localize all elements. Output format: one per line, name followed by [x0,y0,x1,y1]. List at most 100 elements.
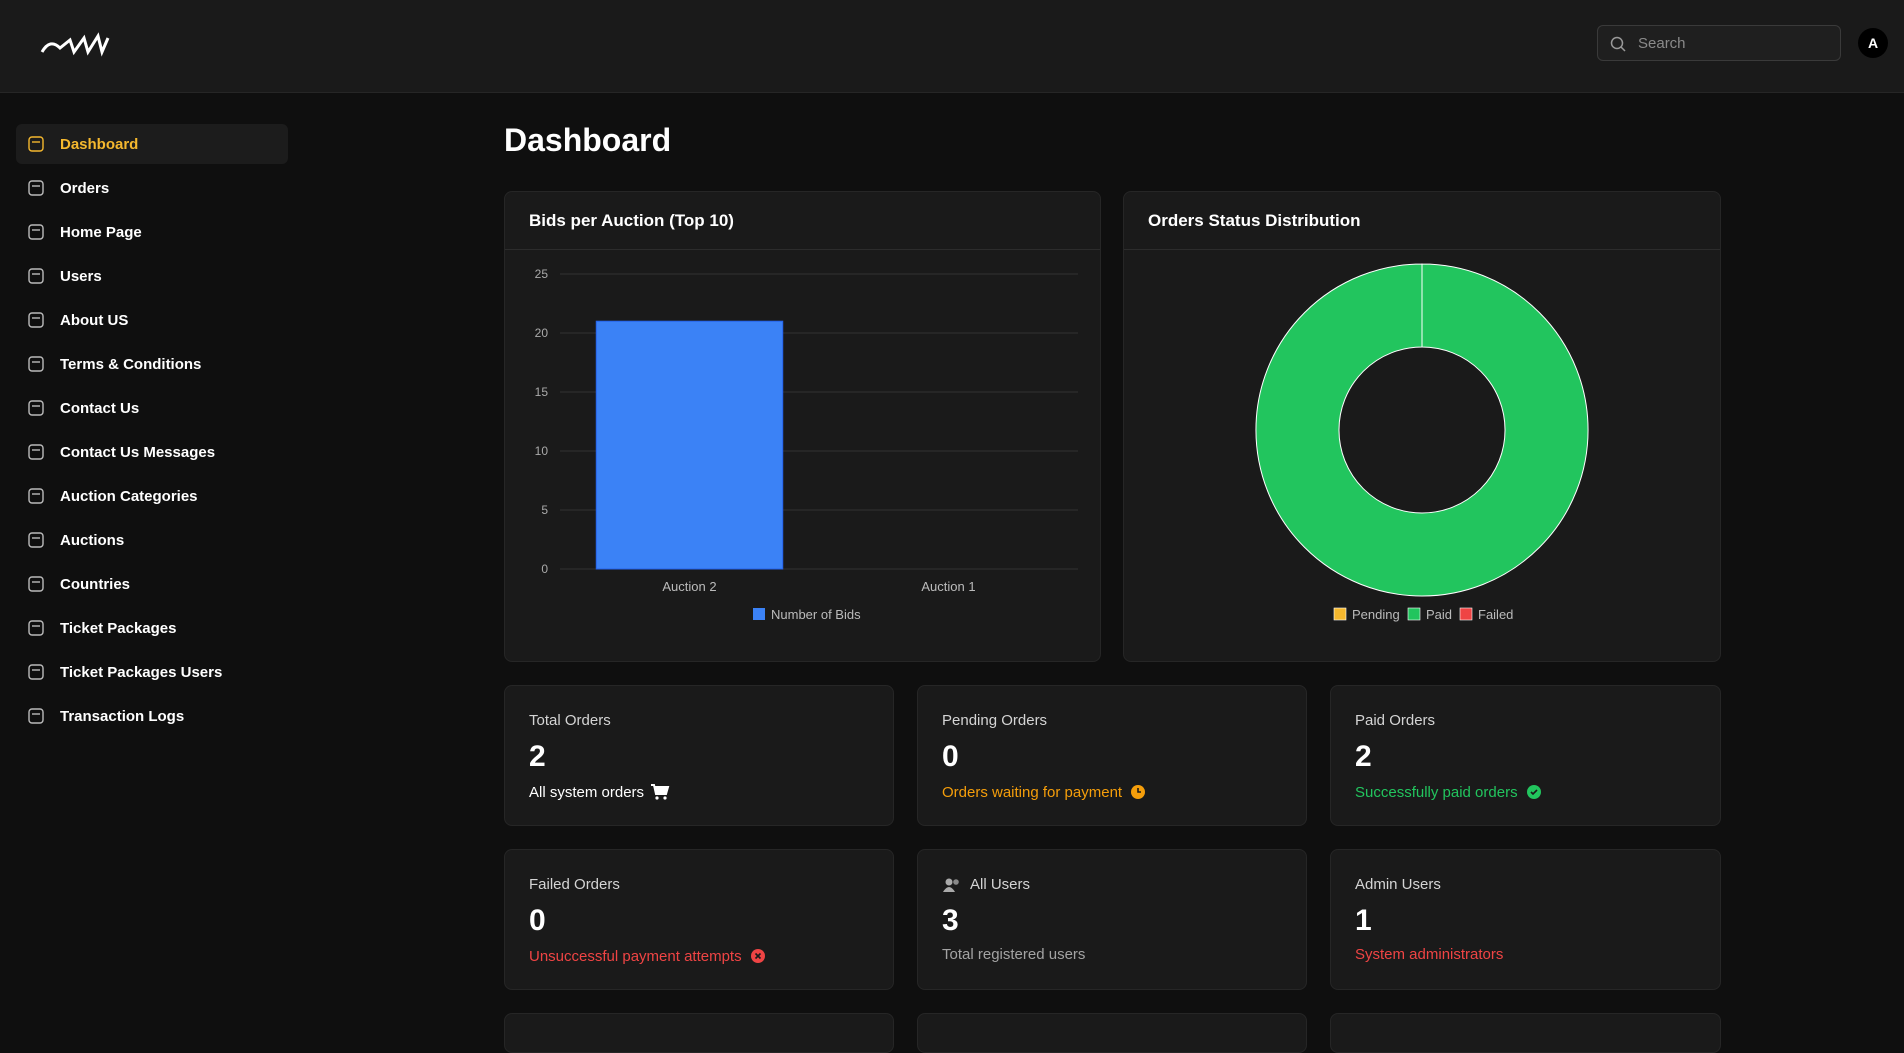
icon-shape [28,268,44,284]
icon [750,949,765,963]
icon-shape [28,708,44,724]
header: Search A [0,0,1904,93]
stat-value: 0 [529,904,546,937]
nav-item[interactable]: Terms & Conditions [16,344,288,384]
stat-label: Paid Orders [1355,712,1435,729]
icon-shape [953,878,959,885]
legend-label: Number of Bids [771,607,861,622]
nav-label: Users [60,267,102,285]
stat-note-text: Total registered users [942,946,1086,963]
icon [28,444,44,460]
sidebar: Dashboard Orders Home Page Users About US Ter… [16,124,288,740]
icon-shape [945,878,953,885]
icon [1131,785,1146,799]
icon-shape [28,620,44,636]
icon-shape [28,664,44,680]
chart-title: Orders Status Distribution [1124,192,1720,250]
nav-item[interactable]: Ticket Packages [16,608,288,648]
search-icon [1610,36,1626,52]
nav-item[interactable]: Ticket Packages Users [16,652,288,692]
nav-label: Countries [60,575,131,593]
stat-note-text: Successfully paid orders [1355,783,1518,801]
icon [28,532,44,548]
x-tick-label: Auction 2 [662,579,716,594]
stat-label-text: All Users [970,876,1031,893]
stat-note: Successfully paid orders [1355,782,1544,802]
icon [28,312,44,328]
icon-shape [28,356,44,372]
nav-label: Terms & Conditions [60,355,202,373]
avatar[interactable]: A [1858,28,1888,58]
legend-swatch [1407,607,1421,621]
stat-value: 2 [1355,740,1372,773]
stat-label: Admin Users [1355,876,1441,893]
legend-swatch [1459,607,1473,621]
nav-item[interactable]: Home Page [16,212,288,252]
stat-label-text: Paid Orders [1355,712,1436,729]
stat-note: Total registered users [942,946,1085,963]
stat-value: 1 [1355,904,1372,937]
chart-card: Orders Status Distribution Pending Paid Fa… [1123,191,1721,662]
stat-label: All Users [942,876,1030,893]
icon [28,356,44,372]
nav-item[interactable]: Contact Us [16,388,288,428]
nav-item[interactable]: Auctions [16,520,288,560]
nav-item[interactable]: Orders [16,168,288,208]
stat-note: All system orders [529,782,670,802]
page-title: Dashboard [504,122,672,158]
stat-label: Pending Orders [942,712,1047,729]
stat-note-text: Orders waiting for payment [942,783,1123,801]
icon-shape [1530,789,1538,796]
search-box[interactable]: Search [1597,25,1841,61]
bar-chart: 0 5 10 15 20 25 Auction 2 Auction 1 Number of Bi… [535,267,1078,622]
chart-title: Bids per Auction (Top 10) [505,192,1100,250]
legend-swatch [753,608,765,620]
nav-item[interactable]: Transaction Logs [16,696,288,736]
icon-shape [28,224,44,240]
nav-item[interactable]: Dashboard [16,124,288,164]
bar [595,320,784,570]
chart-card: Bids per Auction (Top 10) 0 5 10 15 20 25 Auct… [504,191,1101,662]
icon [28,664,44,680]
icon [28,136,44,152]
stat-card: Pending Orders 0 Orders waiting for paymen… [917,685,1307,826]
icon-shape [655,796,659,800]
nav-label: Contact Us [60,399,140,417]
icon [28,488,44,504]
stat-card: Admin Users 1 System administrators [1330,849,1721,990]
icon-shape [28,532,44,548]
y-tick-label: 25 [535,267,549,281]
legend-label: Paid [1426,607,1452,622]
nav-label: Transaction Logs [60,707,185,725]
stat-card: All Users 3 Total registered users [917,849,1307,990]
icon-shape [663,796,667,800]
card [917,1013,1307,1053]
stat-note-text: All system orders [529,783,645,801]
doughnut-segment [1255,263,1589,597]
icon [28,400,44,416]
icon-shape [28,180,44,196]
stat-label: Total Orders [529,712,611,729]
nav-item[interactable]: Auction Categories [16,476,288,516]
icon-shape [1137,788,1142,793]
nav-label: Auction Categories [60,487,198,505]
stat-label: Failed Orders [529,876,620,893]
stat-note-text: System administrators [1355,946,1504,963]
icon [28,180,44,196]
icon-shape [651,784,670,795]
icon-shape [28,444,44,460]
stat-note: System administrators [1355,946,1503,963]
icon [28,576,44,592]
stat-note-text: Unsuccessful payment attempts [529,947,742,965]
nav-item[interactable]: About US [16,300,288,340]
nav-label: Auctions [60,531,125,549]
icon-shape [28,488,44,504]
card [1330,1013,1721,1053]
nav-label: Contact Us Messages [60,443,216,461]
icon-shape [28,576,44,592]
nav-item[interactable]: Countries [16,564,288,604]
nav-item[interactable]: Users [16,256,288,296]
stat-value: 0 [942,740,959,773]
icon-shape [28,312,44,328]
nav-item[interactable]: Contact Us Messages [16,432,288,472]
